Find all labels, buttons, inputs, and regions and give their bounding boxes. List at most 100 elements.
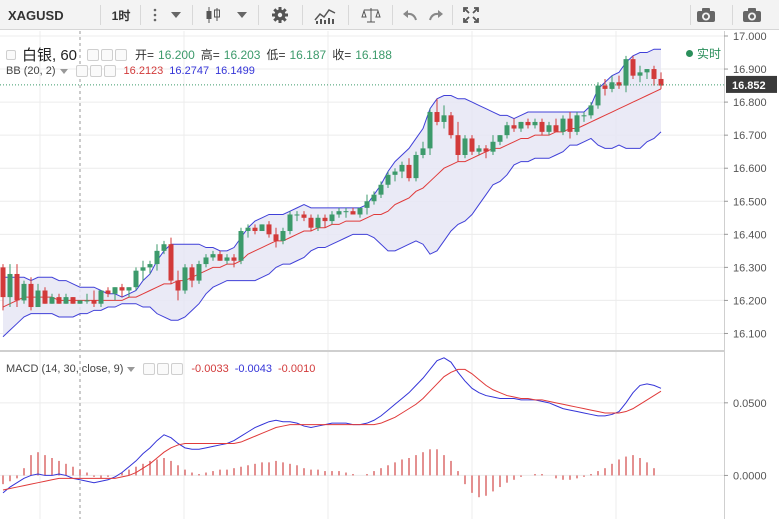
candle-body (77, 300, 83, 304)
candle-body (154, 250, 160, 265)
price-axis-tick-label: 16.600 (733, 163, 767, 175)
live-dot-icon (686, 50, 693, 57)
price-axis-tick-label: 16.700 (733, 130, 767, 142)
price-axis-tick-label: 16.500 (733, 196, 767, 208)
candle-body (658, 78, 664, 86)
undo-icon[interactable] (398, 0, 422, 30)
candle-body (203, 257, 209, 265)
price-axis-tick-label: 17.000 (733, 31, 767, 43)
chevron-down-icon[interactable] (127, 363, 136, 375)
bb-indicator-name: BB (20, 2) (6, 65, 56, 77)
candle-body (504, 125, 510, 136)
open-label: 开= (135, 48, 155, 62)
close-icon[interactable] (171, 363, 184, 375)
candle-body (434, 112, 440, 122)
realtime-label: 实时 (697, 47, 722, 61)
candle-body (56, 297, 62, 304)
bb-band-fill (3, 49, 661, 337)
toolbar-divider (392, 5, 393, 25)
candle-body (406, 164, 412, 179)
chevron-down-icon[interactable] (166, 0, 186, 30)
settings-icon[interactable] (157, 363, 170, 375)
toolbar-divider (140, 5, 141, 25)
candle-body (161, 244, 167, 251)
settings-icon[interactable] (101, 48, 114, 61)
toolbar-divider (302, 5, 303, 25)
candlestick-series (0, 55, 724, 311)
interval-menu-icon[interactable] (148, 0, 162, 30)
candle-body (196, 264, 202, 281)
candlestick-style-icon[interactable] (200, 0, 226, 30)
chevron-down-icon[interactable] (59, 65, 68, 77)
candle-body (182, 267, 188, 291)
price-axis-tick-label: 16.800 (733, 97, 767, 109)
candle-body (266, 224, 272, 235)
macd-hist-value: -0.0033 (191, 363, 229, 375)
candle-body (238, 231, 244, 261)
camera-icon[interactable] (692, 0, 720, 30)
price-axis-background (724, 31, 779, 519)
candle-body (343, 211, 349, 213)
close-value: 16.188 (355, 47, 392, 62)
toolbar-divider (258, 5, 259, 25)
compare-scale-icon[interactable] (356, 0, 386, 30)
candle-body (602, 85, 608, 89)
candle-body (420, 148, 426, 155)
candle-body (315, 217, 321, 228)
toolbar-divider (732, 5, 733, 25)
camera-icon[interactable] (738, 0, 766, 30)
candle-body (126, 287, 132, 291)
candle-body (448, 115, 454, 136)
close-icon[interactable] (103, 65, 116, 77)
collapse-toggle-icon[interactable] (6, 49, 16, 60)
macd-signal-line (2, 368, 662, 491)
eye-icon[interactable] (143, 363, 156, 375)
interval-button[interactable]: 1时 (111, 8, 131, 23)
macd-axis-tick-label: 0.0500 (733, 398, 767, 410)
chart-grid (0, 31, 779, 519)
eye-icon[interactable] (75, 65, 88, 77)
candle-body (0, 267, 6, 298)
candle-body (476, 148, 482, 152)
candle-body (42, 290, 48, 304)
candle-body (399, 164, 405, 172)
bb-lower-value: 16.1499 (215, 65, 255, 77)
candle-body (322, 217, 328, 222)
candle-body (168, 244, 174, 281)
candle-body (392, 171, 398, 175)
candle-body (455, 135, 461, 155)
high-label: 高= (200, 48, 220, 62)
macd-pane (2, 357, 662, 498)
symbol-search-button[interactable]: XAGUSD (8, 7, 64, 23)
gear-icon[interactable] (266, 0, 294, 30)
eye-icon[interactable] (87, 48, 100, 61)
candle-body (546, 125, 552, 132)
fullscreen-icon[interactable] (458, 0, 484, 30)
candle-body (483, 148, 489, 152)
candle-body (364, 201, 370, 208)
candle-body (133, 270, 139, 288)
redo-icon[interactable] (424, 0, 448, 30)
toolbar-divider (192, 5, 193, 25)
high-value: 16.203 (223, 47, 261, 62)
candle-body (651, 69, 657, 79)
candle-body (301, 214, 307, 218)
settings-icon[interactable] (89, 65, 102, 77)
chevron-down-icon[interactable] (232, 0, 252, 30)
price-axis: 17.000 16.900 16.800 16.700 16.600 16.500 16.4… (724, 31, 779, 519)
candle-body (497, 135, 503, 142)
candle-body (49, 297, 55, 304)
candle-body (553, 125, 559, 132)
price-axis-tick-label: 16.200 (733, 295, 767, 307)
candle-body (70, 297, 76, 304)
candle-body (84, 300, 90, 302)
candle-body (28, 283, 34, 308)
indicators-icon[interactable] (310, 0, 340, 30)
realtime-indicator[interactable]: 实时 (686, 45, 721, 62)
toolbar-divider (348, 5, 349, 25)
more-icon[interactable] (115, 48, 128, 61)
candle-body (588, 105, 594, 116)
bb-upper-line (3, 48, 661, 298)
top-toolbar: XAGUSD 1时 (0, 0, 779, 30)
